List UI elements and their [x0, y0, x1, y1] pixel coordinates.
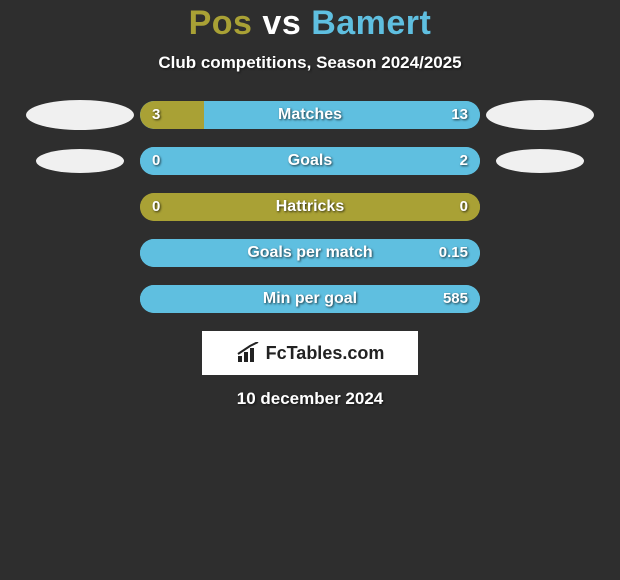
avatar-slot-left — [20, 100, 140, 130]
page-title: Pos vs Bamert — [0, 4, 620, 43]
stat-label: Goals per match — [140, 239, 480, 267]
player-avatar-left — [26, 100, 134, 130]
stat-row: 313Matches — [0, 101, 620, 129]
avatar-slot-right — [480, 149, 600, 173]
brand-text: FcTables.com — [266, 343, 385, 364]
stat-bar: 585Min per goal — [140, 285, 480, 313]
stat-label: Goals — [140, 147, 480, 175]
player-avatar-right — [486, 100, 594, 130]
chart-icon — [236, 342, 262, 364]
player-avatar-left — [36, 149, 124, 173]
stat-bar: 00Hattricks — [140, 193, 480, 221]
date-text: 10 december 2024 — [0, 389, 620, 409]
stat-label: Hattricks — [140, 193, 480, 221]
stat-bar: 0.15Goals per match — [140, 239, 480, 267]
stats-list: 313Matches 02Goals 00Hattricks 0.15Goals pe… — [0, 101, 620, 313]
stat-row: 02Goals — [0, 147, 620, 175]
stat-label: Min per goal — [140, 285, 480, 313]
stat-label: Matches — [140, 101, 480, 129]
stat-bar: 313Matches — [140, 101, 480, 129]
stat-bar: 02Goals — [140, 147, 480, 175]
avatar-slot-left — [20, 149, 140, 173]
brand-badge: FcTables.com — [202, 331, 418, 375]
stat-row: 585Min per goal — [0, 285, 620, 313]
stat-row: 0.15Goals per match — [0, 239, 620, 267]
title-vs: vs — [262, 4, 301, 42]
player-avatar-right — [496, 149, 584, 173]
subtitle: Club competitions, Season 2024/2025 — [0, 53, 620, 73]
title-right: Bamert — [311, 4, 431, 42]
avatar-slot-right — [480, 100, 600, 130]
stat-row: 00Hattricks — [0, 193, 620, 221]
title-left: Pos — [189, 4, 253, 42]
